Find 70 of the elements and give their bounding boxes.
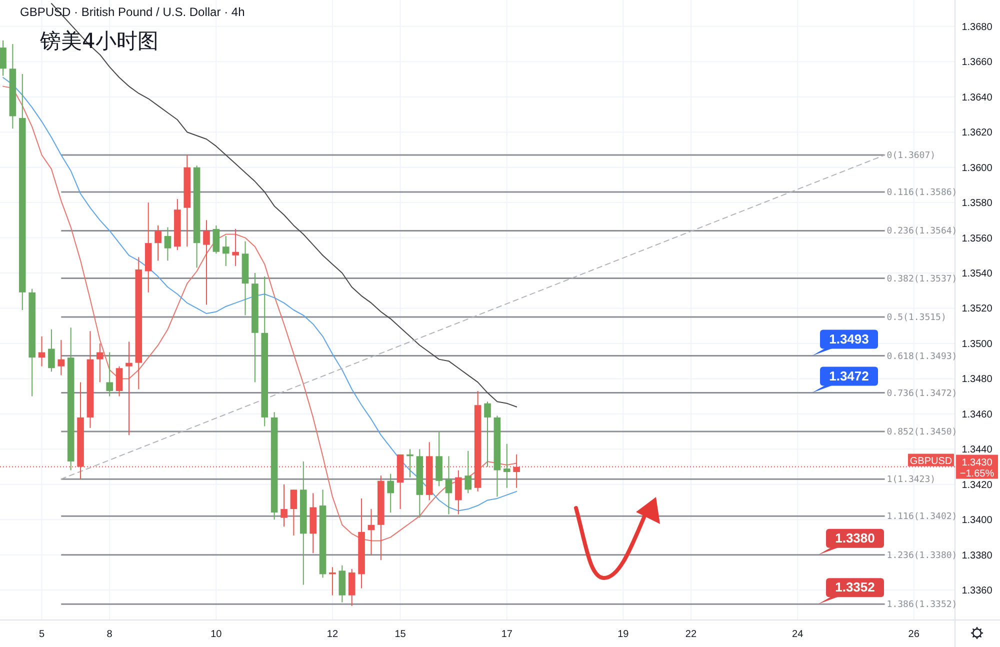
y-tick-label: 1.3560 — [962, 233, 993, 244]
candlestick — [116, 366, 123, 397]
annotation: 1.3493 — [829, 331, 869, 346]
candlestick — [464, 450, 472, 494]
candlestick — [203, 220, 210, 306]
annotation: 1.3472 — [829, 368, 869, 384]
candlestick — [445, 456, 452, 515]
candlestick — [48, 328, 55, 372]
ref-line-label: 0.5(1.3515) — [886, 313, 946, 324]
y-tick-label: 1.3580 — [962, 198, 993, 210]
candlestick — [96, 342, 104, 383]
ref-line-label: 0.236(1.3564) — [886, 226, 958, 237]
x-tick-label: 8 — [106, 629, 113, 640]
candlestick — [222, 236, 230, 266]
y-tick-label: 1.3460 — [962, 409, 993, 420]
candlestick — [212, 224, 220, 254]
candlestick — [503, 443, 510, 488]
y-tick-label: 1.3400 — [962, 515, 993, 526]
ref-line-label: GBPUSD — [910, 456, 952, 467]
candlestick — [280, 484, 288, 528]
x-tick-label: 5 — [38, 629, 45, 640]
x-tick-label: 26 — [908, 629, 920, 640]
candlestick — [455, 470, 462, 515]
y-tick-label: 1.3360 — [962, 586, 993, 597]
y-tick-label: 1.3420 — [962, 480, 993, 491]
x-tick-label: 24 — [792, 629, 804, 640]
ref-line-label: 0(1.3607) — [886, 151, 936, 161]
y-tick-label: 1.3500 — [962, 338, 993, 350]
candlestick — [38, 336, 46, 367]
ref-line-label: 1.116(1.3402) — [886, 512, 958, 522]
candlestick — [387, 473, 394, 514]
candlestick — [484, 401, 491, 468]
annotation: 1.3352 — [835, 580, 875, 595]
candlestick — [154, 224, 162, 262]
candlestick — [106, 352, 113, 397]
candlestick — [290, 489, 298, 536]
text: −1.65% — [960, 468, 994, 480]
y-tick-label: 1.3640 — [962, 92, 993, 104]
ref-line-label: 1.236(1.3380) — [886, 550, 958, 561]
candlestick — [368, 508, 375, 556]
ref-line-label: 1(1.3423) — [886, 475, 936, 486]
candlestick — [0, 40, 6, 76]
x-tick-label: 15 — [394, 629, 406, 640]
x-tick-label: 17 — [501, 629, 513, 640]
x-tick-label: 19 — [618, 629, 630, 640]
y-tick-label: 1.3480 — [962, 374, 993, 386]
x-tick-label: 10 — [210, 629, 222, 640]
y-tick-label: 1.3660 — [962, 57, 993, 68]
ref-line-label: 0.618(1.3493) — [886, 352, 958, 362]
y-tick-label: 1.3540 — [962, 268, 993, 280]
candlestick — [232, 228, 239, 266]
ref-line-label: 1.386(1.3352) — [886, 600, 958, 610]
y-tick-label: 1.3380 — [962, 550, 993, 562]
candlestick — [126, 341, 132, 436]
x-tick-label: 22 — [685, 629, 697, 640]
ref-line-label: 0.736(1.3472) — [886, 388, 958, 399]
text: 1.3430 — [962, 457, 993, 468]
candlestick — [58, 339, 65, 376]
ref-line-label: 0.852(1.3450) — [886, 428, 958, 438]
y-tick-label: 1.3620 — [962, 128, 993, 139]
y-tick-label: 1.3600 — [962, 162, 993, 174]
y-tick-label: 1.3680 — [962, 22, 993, 33]
ref-line-label: 0.382(1.3537) — [886, 274, 958, 284]
candlestick — [164, 226, 172, 262]
candlestick — [348, 568, 356, 606]
x-tick-label: 12 — [326, 629, 338, 640]
annotation: 1.3380 — [835, 530, 875, 546]
y-tick-label: 1.3440 — [962, 444, 993, 456]
y-tick-label: 1.3520 — [962, 304, 993, 315]
ref-line-label: 0.116(1.3586) — [886, 188, 958, 198]
